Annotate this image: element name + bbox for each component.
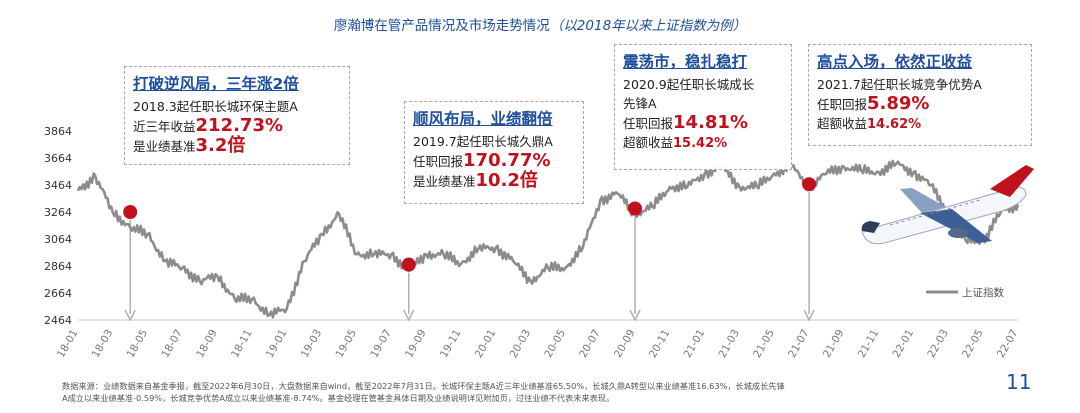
chart-legend: 上证指数	[926, 286, 1004, 299]
x-tick-label: 18-05	[125, 328, 151, 360]
callout-3-value-2: 14.81%	[673, 112, 748, 133]
x-tick-label: 20-05	[542, 328, 568, 360]
tenure-start-marker-3	[628, 201, 643, 216]
callout-3-line-1b: 先锋A	[623, 96, 657, 111]
y-tick-label: 2864	[44, 260, 72, 273]
callout-2-heading: 顺风布局，业绩翻倍	[413, 110, 553, 128]
callout-arrows	[124, 192, 815, 322]
footnote-line-2: A成立以来业绩基准-0.59%，长城竞争优势A成立以来业绩基准-8.74%。基金…	[62, 393, 615, 403]
y-tick-label: 2664	[44, 287, 72, 300]
x-tick-label: 18-11	[229, 328, 255, 360]
x-tick-label: 20-01	[473, 328, 499, 360]
callout-1: 打破逆风局，三年涨2倍 2018.3起任职长城环保主题A 近三年收益212.73…	[124, 66, 350, 165]
callout-3-heading: 震荡市，稳扎稳打	[623, 53, 748, 71]
callout-4-label-3: 超额收益	[817, 116, 868, 131]
callout-4-label-2: 任职回报	[817, 97, 868, 112]
x-tick-label: 20-03	[508, 328, 534, 360]
x-tick-label: 21-05	[751, 328, 777, 360]
callout-3-line-1: 2020.9起任职长城成长	[623, 77, 755, 92]
callout-4-heading: 高点入场，依然正收益	[817, 53, 973, 71]
x-tick-label: 19-11	[438, 328, 464, 360]
x-tick-label: 22-05	[960, 328, 986, 360]
footnote-line-1: 数据来源：业绩数据来自基金季报，截至2022年6月30日，大盘数据来自wind，…	[62, 381, 785, 391]
page-number: 11	[1006, 370, 1032, 394]
callout-4: 高点入场，依然正收益 2021.7起任职长城竞争优势A 任职回报5.89% 超额…	[808, 44, 1032, 146]
y-tick-label: 3464	[44, 179, 72, 192]
y-axis: 2464 2664 2864 3064 3264 3464 3664 3864	[44, 125, 72, 327]
callout-1-line-1: 2018.3起任职长城环保主题A	[133, 99, 298, 114]
x-tick-label: 19-05	[333, 328, 359, 360]
x-tick-label: 18-07	[159, 328, 185, 360]
callout-3-label-2: 任职回报	[623, 116, 674, 131]
callout-3-label-3: 超额收益	[623, 135, 674, 150]
x-tick-label: 19-07	[368, 328, 394, 360]
callout-2: 顺风布局，业绩翻倍 2019.7起任职长城久鼎A 任职回报170.77% 是业绩…	[404, 101, 584, 204]
x-tick-label: 22-07	[995, 328, 1021, 360]
x-tick-label: 21-03	[716, 328, 742, 360]
footnote: 数据来源：业绩数据来自基金季报，截至2022年6月30日，大盘数据来自wind，…	[62, 380, 992, 404]
x-tick-label: 18-09	[194, 328, 220, 360]
callout-1-label-2: 近三年收益	[133, 119, 196, 134]
callout-2-label-3: 是业绩基准	[413, 174, 476, 189]
callout-2-value-2: 170.77%	[463, 150, 551, 171]
tenure-start-marker-2	[401, 257, 416, 272]
x-tick-label: 20-09	[612, 328, 638, 360]
x-tick-label: 22-01	[891, 328, 917, 360]
callout-3-value-3: 15.42%	[673, 136, 728, 151]
x-tick-label: 19-03	[299, 328, 325, 360]
marker-arrow-head	[124, 309, 136, 322]
x-tick-label: 20-11	[647, 328, 673, 360]
x-tick-label: 21-11	[856, 328, 882, 360]
series-line-shanghai-index	[76, 159, 1020, 319]
y-tick-label: 3064	[44, 233, 72, 246]
legend-label: 上证指数	[962, 286, 1004, 299]
plot-area	[76, 159, 1020, 319]
x-tick-label: 19-09	[403, 328, 429, 360]
page-title: 廖瀚博在管产品情况及市场走势情况（以2018年以来上证指数为例）	[0, 14, 1080, 34]
y-tick-label: 3664	[44, 152, 72, 165]
callout-1-value-3: 3.2倍	[195, 135, 246, 156]
callout-1-label-3: 是业绩基准	[133, 139, 196, 154]
x-tick-label: 19-01	[264, 328, 290, 360]
tenure-start-marker-1	[123, 205, 138, 219]
x-tick-label: 18-03	[90, 328, 116, 360]
marker-arrow-head	[629, 309, 641, 322]
callout-2-value-3: 10.2倍	[475, 170, 538, 191]
callout-4-value-3: 14.62%	[867, 117, 922, 132]
y-tick-label: 3264	[44, 206, 72, 219]
callout-2-label-2: 任职回报	[413, 154, 464, 169]
callout-1-heading: 打破逆风局，三年涨2倍	[133, 75, 299, 93]
x-tick-label: 21-07	[786, 328, 812, 360]
title-main: 廖瀚博在管产品情况及市场走势情况	[333, 18, 550, 34]
callout-1-value-2: 212.73%	[195, 115, 284, 136]
callout-2-line-1: 2019.7起任职长城久鼎A	[413, 134, 553, 149]
tenure-start-marker-4	[802, 177, 817, 192]
marker-arrow-head	[803, 309, 815, 322]
x-tick-label: 20-07	[577, 328, 603, 360]
callout-4-line-1: 2021.7起任职长城竞争优势A	[817, 77, 982, 92]
airplane-illustration	[861, 165, 1034, 245]
callout-4-value-2: 5.89%	[867, 93, 930, 114]
marker-arrow-head	[403, 309, 415, 322]
x-tick-label: 21-01	[682, 328, 708, 360]
x-tick-label: 21-09	[821, 328, 847, 360]
y-tick-label: 3864	[44, 125, 72, 138]
y-tick-label: 2464	[44, 314, 72, 327]
x-tick-label: 18-01	[55, 328, 81, 360]
x-tick-label: 22-03	[925, 328, 951, 360]
title-note: （以2018年以来上证指数为例）	[549, 18, 747, 34]
callout-3: 震荡市，稳扎稳打 2020.9起任职长城成长 先锋A 任职回报14.81% 超额…	[614, 44, 792, 170]
x-axis: 18-01 18-03 18-05 18-07 18-09 18-11 19-01 19-03…	[55, 319, 1021, 360]
